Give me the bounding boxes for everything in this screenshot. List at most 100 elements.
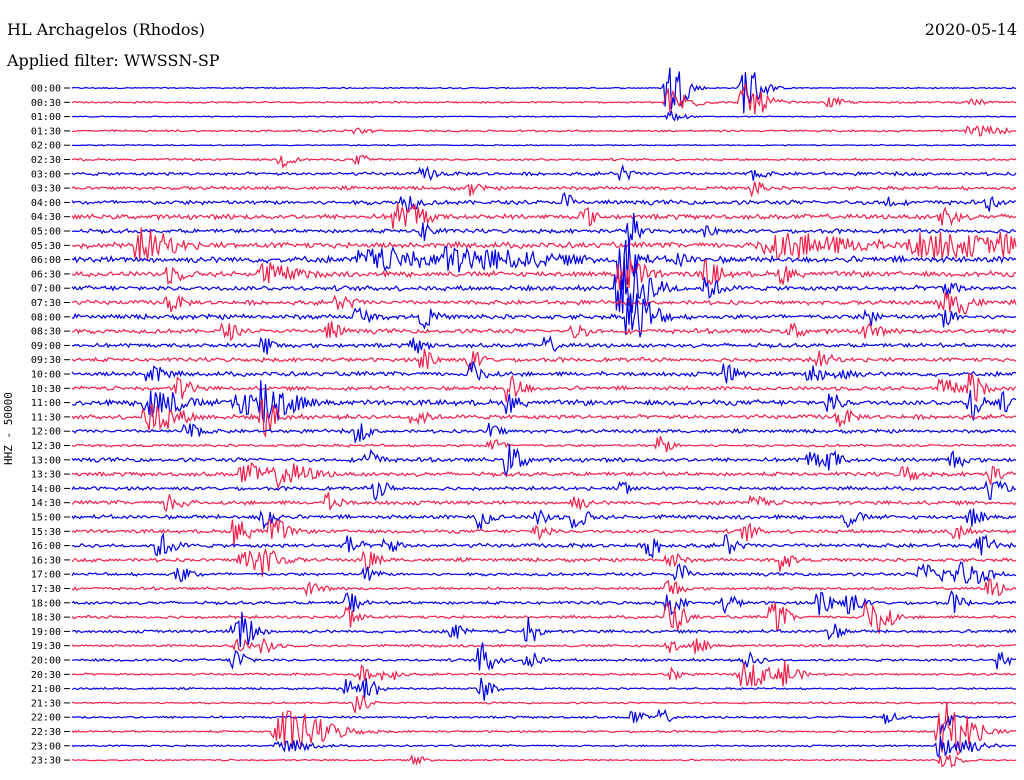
row-time-label: 01:00 xyxy=(31,112,61,123)
trace-line xyxy=(71,109,1017,122)
trace-line xyxy=(71,83,1017,115)
row-time-label: 06:00 xyxy=(31,255,61,266)
trace-line xyxy=(71,642,1017,671)
trace-line xyxy=(71,561,1017,585)
date-label: 2020-05-14 xyxy=(924,20,1017,39)
trace-line xyxy=(71,677,1017,701)
trace-line xyxy=(71,227,1017,261)
trace-line xyxy=(71,181,1017,198)
trace-line xyxy=(71,444,1017,479)
row-time-label: 10:00 xyxy=(31,370,61,381)
row-time-label: 15:30 xyxy=(31,527,61,538)
trace-line xyxy=(71,202,1017,229)
trace-line xyxy=(71,479,1017,502)
row-time-label: 11:00 xyxy=(31,398,61,409)
row-time-label: 23:00 xyxy=(31,741,61,752)
row-time-label: 07:30 xyxy=(31,298,61,309)
row-time-label: 22:30 xyxy=(31,727,61,738)
row-time-label: 05:00 xyxy=(31,227,61,238)
row-time-label: 08:00 xyxy=(31,312,61,323)
filter-label: Applied filter: WWSSN-SP xyxy=(7,51,220,70)
trace-line xyxy=(71,701,1017,757)
trace-line xyxy=(71,461,1017,490)
row-time-label: 14:30 xyxy=(31,498,61,509)
trace-line xyxy=(71,708,1016,735)
trace-line xyxy=(71,212,1017,248)
trace-line xyxy=(71,611,1017,648)
row-time-label: 17:30 xyxy=(31,584,61,595)
row-time-label: 21:00 xyxy=(31,684,61,695)
row-time-label: 13:30 xyxy=(31,470,61,481)
row-time-label: 15:00 xyxy=(31,513,61,524)
row-time-label: 03:30 xyxy=(31,184,61,195)
row-time-label: 20:00 xyxy=(31,656,61,667)
trace-line xyxy=(71,334,1017,355)
trace-line xyxy=(71,67,1017,114)
row-time-label: 09:00 xyxy=(31,341,61,352)
row-time-label: 02:30 xyxy=(31,155,61,166)
trace-line xyxy=(71,293,1017,338)
trace-line xyxy=(71,754,1017,768)
trace-line xyxy=(71,601,1017,634)
row-time-label: 20:30 xyxy=(31,670,61,681)
station-title: HL Archagelos (Rhodos) xyxy=(7,20,205,39)
trace-line xyxy=(71,292,1017,315)
row-time-label: 12:00 xyxy=(31,427,61,438)
trace-line xyxy=(71,239,1017,290)
row-time-label: 18:30 xyxy=(31,613,61,624)
row-time-label: 04:30 xyxy=(31,212,61,223)
trace-line xyxy=(71,578,1017,597)
trace-line xyxy=(71,422,1017,445)
trace-line xyxy=(71,492,1017,512)
row-time-label: 14:00 xyxy=(31,484,61,495)
row-time-label: 02:00 xyxy=(31,141,61,152)
row-time-label: 18:00 xyxy=(31,598,61,609)
row-time-label: 00:00 xyxy=(31,84,61,95)
row-time-label: 06:30 xyxy=(31,269,61,280)
row-time-label: 05:30 xyxy=(31,241,61,252)
trace-line xyxy=(72,694,1017,714)
trace-line xyxy=(71,398,1017,439)
trace-line xyxy=(71,154,1017,169)
row-time-label: 12:30 xyxy=(31,441,61,452)
row-time-label: 01:30 xyxy=(31,126,61,137)
trace-line xyxy=(71,348,1017,372)
trace-line xyxy=(71,589,1017,616)
row-time-label: 23:30 xyxy=(31,756,61,767)
row-time-label: 16:00 xyxy=(31,541,61,552)
row-time-label: 16:30 xyxy=(31,555,61,566)
trace-line xyxy=(71,508,1017,531)
row-time-label: 07:00 xyxy=(31,284,61,295)
trace-line xyxy=(71,637,1016,654)
row-time-label: 22:00 xyxy=(31,713,61,724)
trace-line xyxy=(71,321,1017,342)
row-time-label: 13:00 xyxy=(31,455,61,466)
row-time-label: 09:30 xyxy=(31,355,61,366)
row-time-label: 08:30 xyxy=(31,327,61,338)
trace-line xyxy=(71,436,1017,453)
trace-line xyxy=(71,361,1017,384)
trace-line xyxy=(71,256,1017,314)
row-time-label: 03:00 xyxy=(31,169,61,180)
trace-line xyxy=(72,380,1017,424)
trace-line xyxy=(71,736,1017,759)
row-time-label: 19:00 xyxy=(31,627,61,638)
row-time-label: 10:30 xyxy=(31,384,61,395)
row-time-label: 19:30 xyxy=(31,641,61,652)
trace-line xyxy=(71,124,1017,137)
trace-line xyxy=(71,258,1017,291)
trace-line xyxy=(71,373,1017,403)
row-time-label: 21:30 xyxy=(31,698,61,709)
trace-line xyxy=(71,547,1017,577)
trace-line xyxy=(71,143,1017,147)
row-time-label: 11:30 xyxy=(31,412,61,423)
row-time-label: 17:00 xyxy=(31,570,61,581)
trace-line xyxy=(71,660,1017,687)
row-time-label: 00:30 xyxy=(31,98,61,109)
trace-line xyxy=(71,164,1017,182)
row-time-label: 04:00 xyxy=(31,198,61,209)
trace-line xyxy=(71,518,1017,546)
trace-line xyxy=(71,532,1017,559)
trace-line xyxy=(71,191,1017,215)
